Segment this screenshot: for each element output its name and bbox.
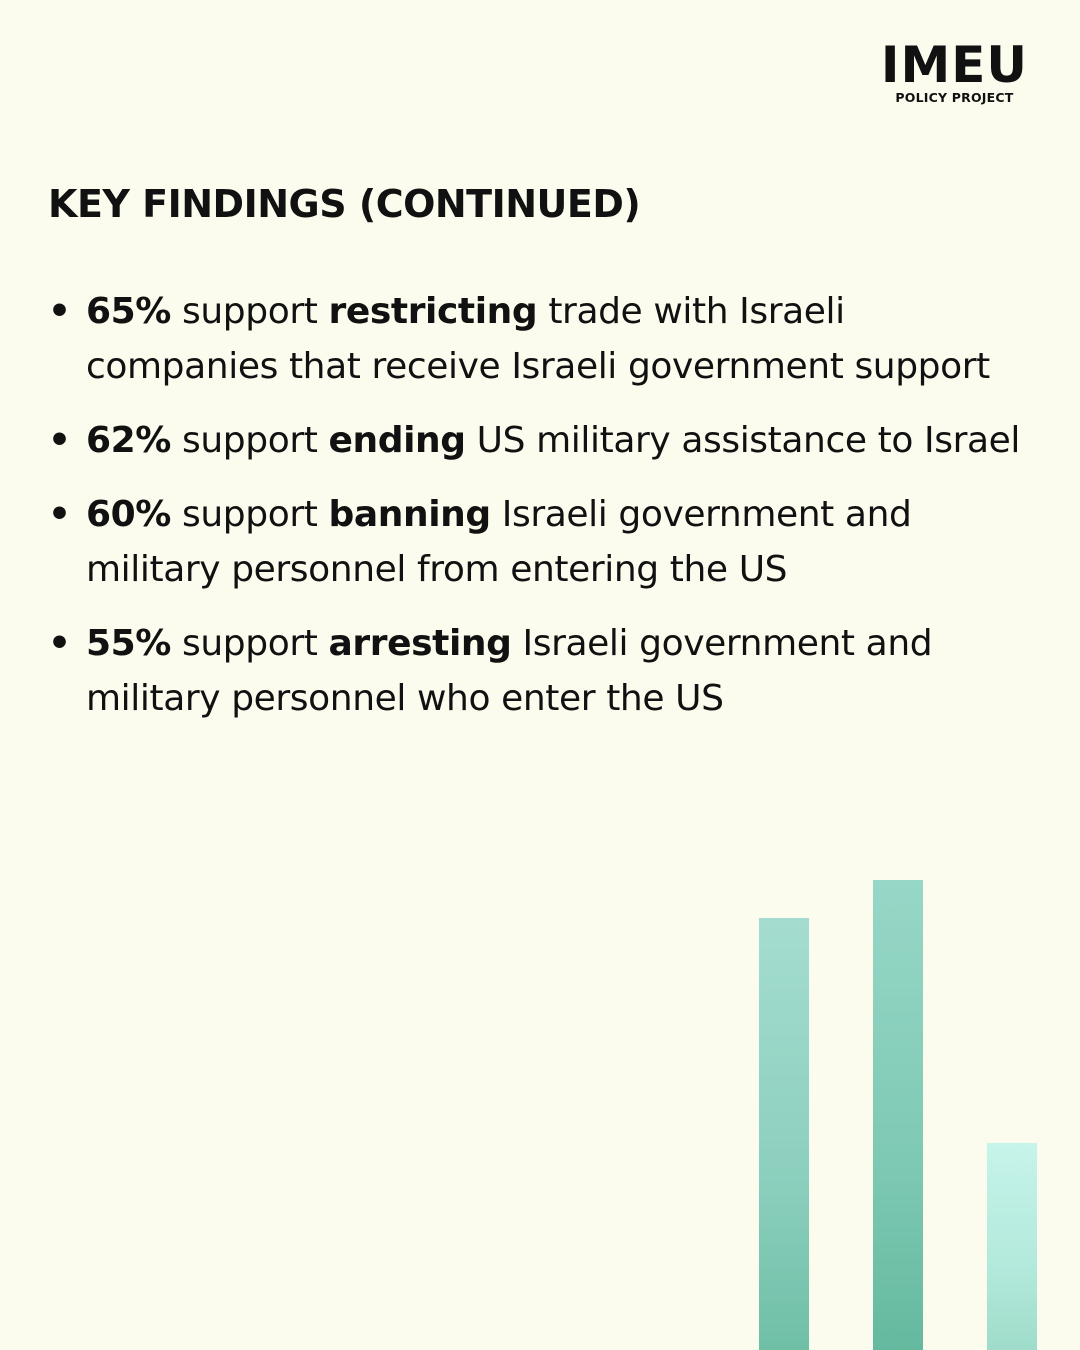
finding-action: restricting [328, 291, 538, 332]
bullet-icon: • [48, 291, 71, 332]
finding-support-text: support [170, 291, 329, 332]
findings-list: • 65% support restricting trade with Isra… [48, 284, 1033, 745]
finding-rest: Israeli government and military personne… [86, 494, 912, 590]
imeu-logo: IMEU POLICY PROJECT [881, 40, 1028, 106]
finding-item-2: • 62% support ending US military assistan… [48, 413, 1033, 468]
finding-percent: 65% [86, 291, 171, 332]
finding-item-3: • 60% support banning Israeli government … [48, 487, 1033, 597]
finding-item-1: • 65% support restricting trade with Isra… [48, 284, 1033, 394]
finding-support-text: support [170, 420, 329, 461]
finding-rest: trade with Israeli companies that receiv… [86, 291, 990, 387]
decorative-bar-2 [873, 880, 923, 1350]
finding-item-4: • 55% support arresting Israeli governmen… [48, 616, 1033, 726]
logo-subtitle: POLICY PROJECT [895, 90, 1014, 105]
finding-rest: Israeli government and military personne… [86, 623, 933, 719]
bullet-icon: • [48, 494, 71, 535]
decorative-bar-3 [987, 1143, 1037, 1350]
page-heading: KEY FINDINGS (CONTINUED) [48, 182, 641, 226]
finding-support-text: support [170, 623, 329, 664]
bullet-icon: • [48, 420, 71, 461]
finding-action: arresting [328, 623, 512, 664]
logo-wordmark: IMEU [880, 36, 1028, 94]
finding-action: ending [328, 420, 466, 461]
bullet-icon: • [48, 623, 71, 664]
finding-percent: 60% [86, 494, 171, 535]
decorative-bar-1 [759, 918, 809, 1350]
finding-support-text: support [170, 494, 329, 535]
finding-percent: 62% [86, 420, 171, 461]
finding-rest: US military assistance to Israel [465, 420, 1021, 461]
finding-action: banning [328, 494, 491, 535]
finding-percent: 55% [86, 623, 171, 664]
